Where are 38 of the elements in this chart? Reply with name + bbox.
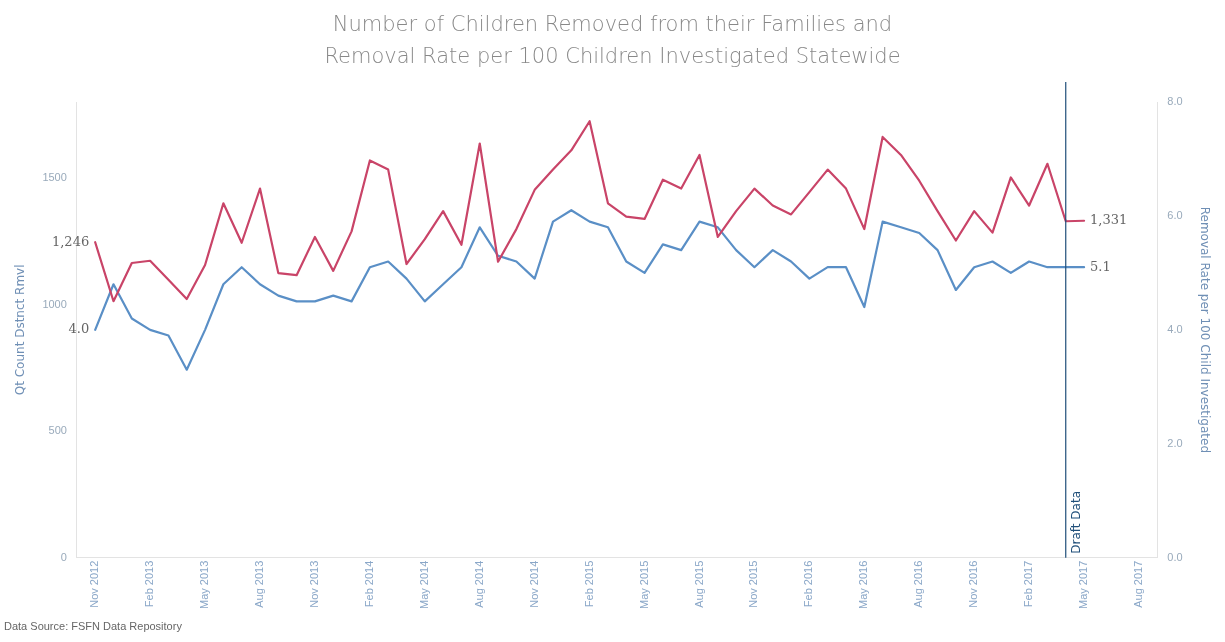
x-tick-label: Nov 2014 bbox=[527, 560, 540, 608]
x-tick-label: Feb 2017 bbox=[1022, 560, 1035, 608]
y-tick-label: 1500 bbox=[42, 170, 67, 183]
x-tick-label: Aug 2017 bbox=[1132, 560, 1145, 608]
x-tick-label: Feb 2013 bbox=[143, 560, 156, 608]
y2-tick-label: 4.0 bbox=[1167, 322, 1183, 335]
data-label: 1,331 bbox=[1090, 212, 1128, 228]
y-tick-label: 0 bbox=[60, 550, 67, 563]
x-tick-label: Feb 2015 bbox=[582, 560, 595, 608]
y-axis-title: Qt Count Dstnct Rmvl bbox=[13, 264, 28, 396]
x-tick-label: Aug 2014 bbox=[472, 560, 485, 608]
data-label: 4.0 bbox=[68, 321, 90, 337]
x-tick-label: May 2017 bbox=[1077, 560, 1090, 609]
y2-tick-label: 8.0 bbox=[1167, 95, 1183, 108]
x-tick-label: Feb 2014 bbox=[362, 560, 375, 608]
x-tick-label: Aug 2013 bbox=[253, 560, 266, 608]
x-tick-label: Nov 2012 bbox=[88, 560, 101, 608]
chart-title: Number of Children Removed from their Families and Removal Rate per 100 Children Investigated Statewide bbox=[323, 11, 902, 70]
x-tick-label: Aug 2016 bbox=[912, 560, 925, 608]
x-tick-label: May 2014 bbox=[417, 560, 430, 609]
x-tick-label: May 2013 bbox=[198, 560, 211, 609]
data-label: 1,246 bbox=[51, 233, 90, 249]
y2-axis-title: Removal Rate per 100 Child Investigated bbox=[1197, 206, 1212, 453]
data-label: 5.1 bbox=[1090, 258, 1111, 274]
x-tick-label: May 2015 bbox=[637, 560, 650, 609]
x-tick-label: May 2016 bbox=[857, 560, 870, 609]
x-tick-label: Aug 2015 bbox=[692, 560, 705, 608]
y2-tick-label: 0.0 bbox=[1167, 550, 1183, 563]
y-tick-label: 500 bbox=[48, 424, 67, 437]
ref-line-label: Draft Data bbox=[1068, 490, 1083, 554]
x-tick-label: Feb 2016 bbox=[802, 560, 815, 608]
x-tick-label: Nov 2016 bbox=[967, 560, 980, 608]
source-note: Data Source: FSFN Data Repository bbox=[4, 620, 182, 632]
x-tick-label: Nov 2013 bbox=[307, 560, 320, 608]
y2-tick-label: 2.0 bbox=[1167, 436, 1183, 449]
y2-tick-label: 6.0 bbox=[1167, 208, 1183, 221]
y-tick-label: 1000 bbox=[42, 297, 67, 310]
x-tick-label: Nov 2015 bbox=[747, 560, 760, 608]
